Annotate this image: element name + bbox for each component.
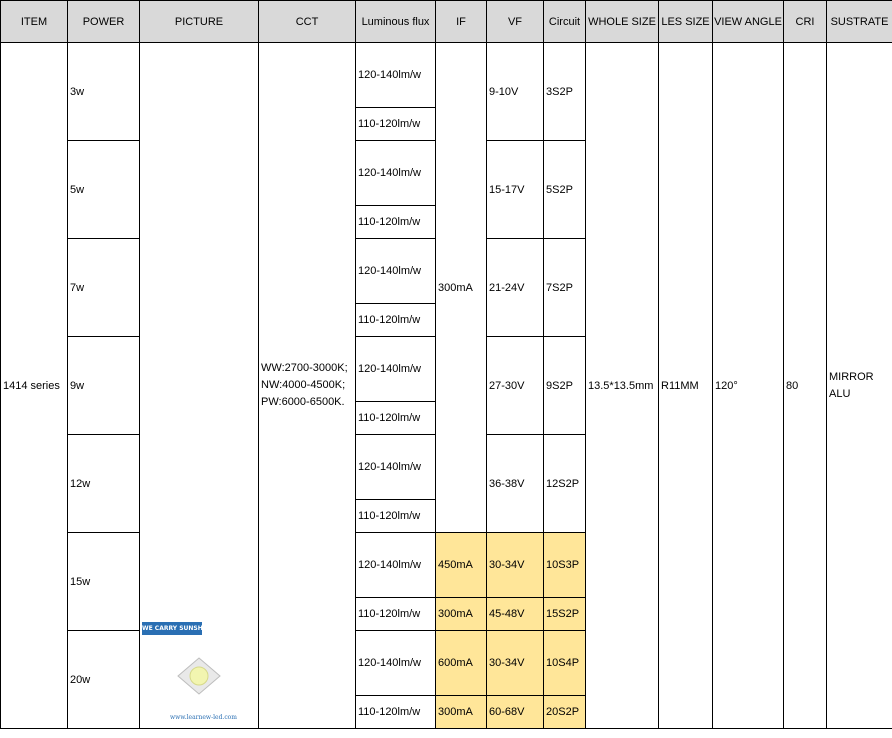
flux-cell: 110-120lm/w (355, 695, 436, 729)
view-angle-cell: 120° (712, 42, 784, 729)
power-cell: 9w (67, 336, 140, 435)
power-cell: 12w (67, 434, 140, 533)
substrate-cell: MIRROR ALU (826, 42, 892, 729)
flux-cell: 120-140lm/w (355, 630, 436, 696)
circuit-cell: 7S2P (543, 238, 586, 337)
flux-cell: 120-140lm/w (355, 42, 436, 108)
flux-cell: 110-120lm/w (355, 303, 436, 337)
circuit-cell: 3S2P (543, 42, 586, 141)
substrate-line: MIRROR (829, 370, 874, 383)
vf-cell: 30-34V (486, 630, 544, 696)
table-row: 110-120lm/w (1, 401, 892, 435)
header-item: ITEM (0, 0, 68, 43)
flux-cell: 110-120lm/w (355, 107, 436, 141)
table-row: 9w 120-140lm/w 27-30V 9S2P (1, 336, 892, 435)
header-whole-size: WHOLE SIZE (585, 0, 659, 43)
if-cell: 300mA (435, 42, 487, 533)
header-view-angle: VIEW ANGLE (712, 0, 784, 43)
substrate-line: ALU (829, 387, 851, 400)
vf-cell: 27-30V (486, 336, 544, 435)
circuit-cell: 15S2P (543, 597, 586, 631)
table-row: 1414 series 3w WE CARRY SUNSHINE www.lea… (0, 42, 892, 729)
cob-chip-icon (177, 656, 221, 695)
flux-cell: 110-120lm/w (355, 597, 436, 631)
website-url: www.learnew-led.com (170, 713, 237, 721)
vf-cell: 15-17V (486, 140, 544, 239)
power-cell: 7w (67, 238, 140, 337)
circuit-cell: 12S2P (543, 434, 586, 533)
flux-cell: 120-140lm/w (355, 336, 436, 402)
vf-cell: 45-48V (486, 597, 544, 631)
vf-cell: 60-68V (486, 695, 544, 729)
brand-logo: WE CARRY SUNSHINE (142, 621, 214, 635)
vf-cell: 9-10V (486, 42, 544, 141)
power-cell: 3w (67, 42, 140, 141)
table-row: 110-120lm/w (1, 107, 892, 141)
header-cri: CRI (783, 0, 827, 43)
vf-cell: 36-38V (486, 434, 544, 533)
header-cct: CCT (258, 0, 356, 43)
if-cell: 600mA (435, 630, 487, 696)
header-luminous-flux: Luminous flux (355, 0, 436, 43)
if-cell: 450mA (435, 532, 487, 598)
cct-cell: WW:2700-3000K; NW:4000-4500K; PW:6000-65… (258, 42, 356, 729)
table-row: 12w 120-140lm/w 36-38V 12S2P (1, 434, 892, 533)
cct-nw: NW:4000-4500K; (261, 379, 346, 391)
header-power: POWER (67, 0, 140, 43)
flux-cell: 120-140lm/w (355, 532, 436, 598)
header-substrate: SUSTRATE (826, 0, 892, 43)
circuit-cell: 10S4P (543, 630, 586, 696)
flux-cell: 120-140lm/w (355, 140, 436, 206)
table-row: 110-120lm/w (1, 303, 892, 337)
power-cell: 5w (67, 140, 140, 239)
whole-size-cell: 13.5*13.5mm (585, 42, 659, 729)
vf-cell: 21-24V (486, 238, 544, 337)
header-row: ITEM POWER PICTURE CCT Luminous flux IF … (0, 0, 892, 43)
power-cell: 20w (67, 630, 140, 729)
table-row: 20w 120-140lm/w 600mA 30-34V 10S4P (1, 630, 892, 729)
table-row: 110-120lm/w 300mA 45-48V 15S2P (1, 597, 892, 631)
table-row: 110-120lm/w (1, 499, 892, 533)
header-if: IF (435, 0, 487, 43)
item-cell: 1414 series (0, 42, 68, 729)
flux-cell: 120-140lm/w (355, 434, 436, 500)
cct-ww: WW:2700-3000K; (261, 362, 348, 374)
circuit-cell: 20S2P (543, 695, 586, 729)
circuit-cell: 10S3P (543, 532, 586, 598)
power-cell: 15w (67, 532, 140, 631)
les-size-cell: R11MM (658, 42, 713, 729)
header-les-size: LES SIZE (658, 0, 713, 43)
if-cell: 300mA (435, 695, 487, 729)
circuit-cell: 9S2P (543, 336, 586, 435)
flux-cell: 110-120lm/w (355, 401, 436, 435)
flux-cell: 110-120lm/w (355, 499, 436, 533)
circuit-cell: 5S2P (543, 140, 586, 239)
header-picture: PICTURE (139, 0, 259, 43)
flux-cell: 110-120lm/w (355, 205, 436, 239)
if-cell: 300mA (435, 597, 487, 631)
table-row: 5w 120-140lm/w 15-17V 5S2P (1, 140, 892, 239)
cct-pw: PW:6000-6500K. (261, 396, 345, 408)
cri-cell: 80 (783, 42, 827, 729)
header-vf: VF (486, 0, 544, 43)
flux-cell: 120-140lm/w (355, 238, 436, 304)
vf-cell: 30-34V (486, 532, 544, 598)
picture-cell: WE CARRY SUNSHINE www.learnew-led.com (139, 42, 259, 729)
table-row: 110-120lm/w 300mA 60-68V 20S2P (1, 695, 892, 729)
table-row: 7w 120-140lm/w 21-24V 7S2P (1, 238, 892, 337)
header-circuit: Circuit (543, 0, 586, 43)
